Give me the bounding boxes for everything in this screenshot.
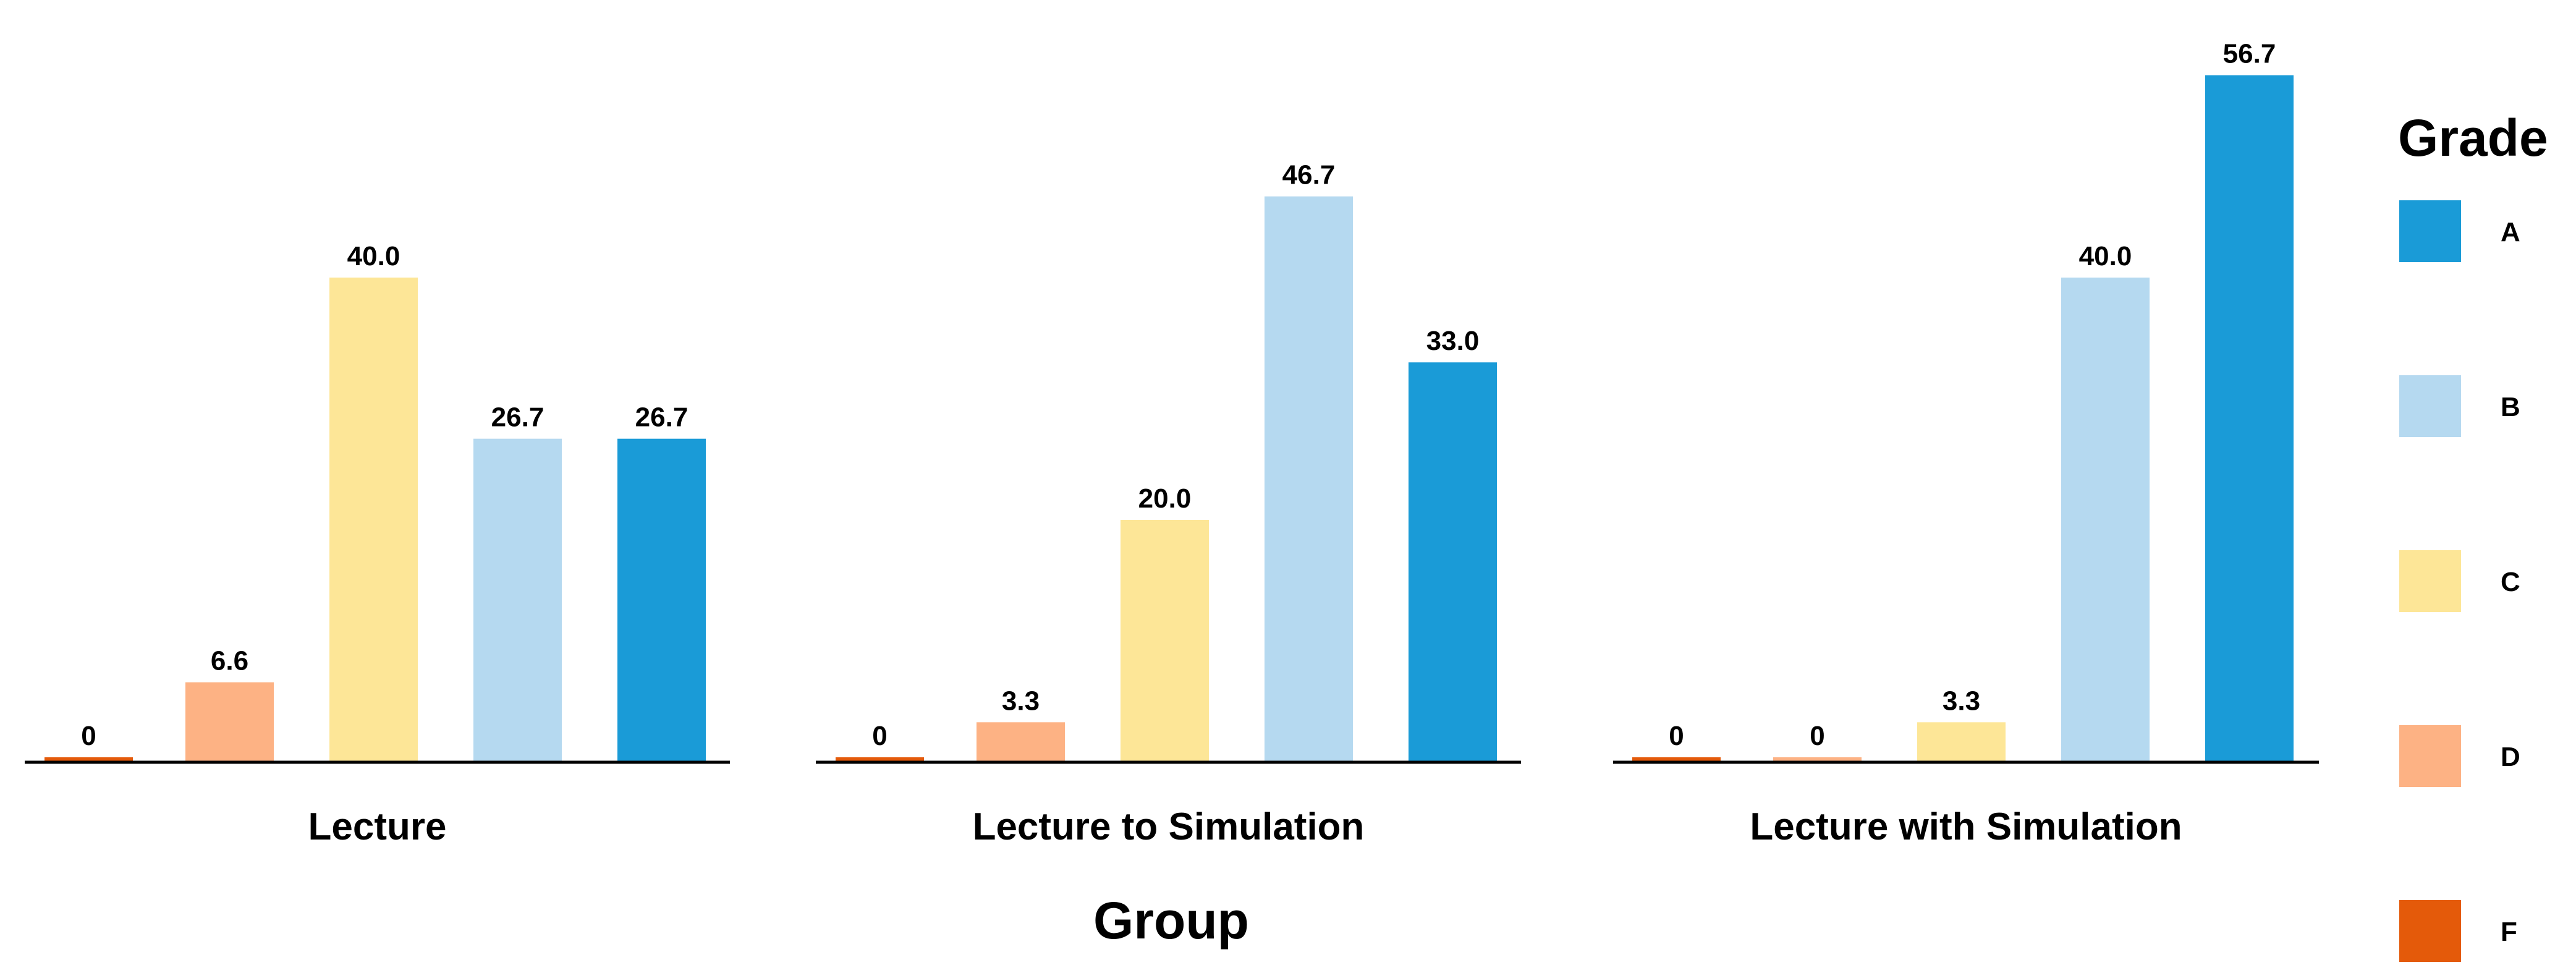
panel-lecture-with-simulation: 0 0 3.3 40.0 56.7 Lecture with Simulation bbox=[1613, 39, 2319, 848]
legend-swatch-d bbox=[2399, 725, 2461, 787]
bar-lecture-with-simulation-grade-b bbox=[2061, 278, 2150, 762]
value-label-lecture-to-simulation-grade-d: 3.3 bbox=[1002, 686, 1040, 716]
panel-lecture: 0 6.6 40.0 26.7 26.7 Lecture bbox=[25, 241, 730, 848]
bar-lecture-with-simulation-grade-f bbox=[1632, 757, 1721, 762]
bar-lecture-to-simulation-grade-f bbox=[836, 757, 924, 762]
bar-lecture-with-simulation-grade-c bbox=[1917, 722, 2006, 762]
bar-lecture-grade-b bbox=[473, 438, 562, 762]
legend-label-d: D bbox=[2501, 742, 2520, 772]
legend-title: Grade bbox=[2398, 109, 2548, 167]
legend-item-d: D bbox=[2399, 725, 2520, 787]
bar-lecture-to-simulation-grade-c bbox=[1121, 520, 1209, 762]
legend-item-a: A bbox=[2399, 200, 2520, 262]
bar-lecture-to-simulation-grade-a bbox=[1409, 362, 1497, 762]
legend-swatch-b bbox=[2399, 375, 2461, 437]
legend-label-f: F bbox=[2501, 917, 2517, 947]
panel-lecture-to-simulation: 0 3.3 20.0 46.7 33.0 Lecture to Simulation bbox=[816, 160, 1521, 848]
legend-item-c: C bbox=[2399, 550, 2520, 612]
bar-lecture-grade-f bbox=[44, 757, 133, 762]
value-label-lecture-grade-c: 40.0 bbox=[347, 241, 400, 271]
bar-lecture-grade-c bbox=[329, 278, 418, 762]
legend-item-f: F bbox=[2399, 900, 2517, 962]
value-label-lecture-to-simulation-grade-a: 33.0 bbox=[1426, 326, 1480, 356]
value-label-lecture-to-simulation-grade-c: 20.0 bbox=[1138, 483, 1192, 514]
x-axis-title: Group bbox=[1093, 891, 1249, 950]
bar-lecture-to-simulation-grade-d bbox=[977, 722, 1065, 762]
value-label-lecture-with-simulation-grade-a: 56.7 bbox=[2223, 39, 2276, 69]
legend-label-a: A bbox=[2501, 217, 2520, 247]
bar-lecture-with-simulation-grade-a bbox=[2205, 75, 2294, 762]
bar-lecture-to-simulation-grade-b bbox=[1265, 196, 1353, 762]
legend-item-b: B bbox=[2399, 375, 2520, 437]
chart-panels: 0 6.6 40.0 26.7 26.7 Lecture 0 3.3 20.0 46.7 33.0 L… bbox=[25, 39, 2319, 848]
value-label-lecture-grade-d: 6.6 bbox=[211, 646, 248, 676]
value-label-lecture-to-simulation-grade-f: 0 bbox=[872, 721, 887, 751]
value-label-lecture-grade-a: 26.7 bbox=[635, 402, 688, 433]
value-label-lecture-to-simulation-grade-b: 46.7 bbox=[1282, 160, 1336, 190]
value-label-lecture-grade-f: 0 bbox=[81, 721, 96, 751]
group-label-lecture-with-simulation: Lecture with Simulation bbox=[1750, 806, 2182, 848]
bar-lecture-with-simulation-grade-d bbox=[1773, 757, 1862, 762]
value-label-lecture-grade-b: 26.7 bbox=[491, 402, 544, 433]
value-label-lecture-with-simulation-grade-c: 3.3 bbox=[1943, 686, 1980, 716]
bar-lecture-grade-a bbox=[617, 438, 706, 762]
value-label-lecture-with-simulation-grade-d: 0 bbox=[1810, 721, 1824, 751]
legend-items: A B C D F bbox=[2399, 200, 2520, 962]
group-label-lecture: Lecture bbox=[308, 806, 447, 848]
value-label-lecture-with-simulation-grade-f: 0 bbox=[1669, 721, 1684, 751]
legend-swatch-f bbox=[2399, 900, 2461, 962]
legend: Grade A B C D F bbox=[2398, 109, 2548, 962]
legend-label-b: B bbox=[2501, 392, 2520, 422]
legend-swatch-c bbox=[2399, 550, 2461, 612]
group-label-lecture-to-simulation: Lecture to Simulation bbox=[973, 806, 1365, 848]
bar-lecture-grade-d bbox=[185, 682, 274, 762]
legend-swatch-a bbox=[2399, 200, 2461, 262]
legend-label-c: C bbox=[2501, 567, 2520, 597]
value-label-lecture-with-simulation-grade-b: 40.0 bbox=[2079, 241, 2132, 271]
